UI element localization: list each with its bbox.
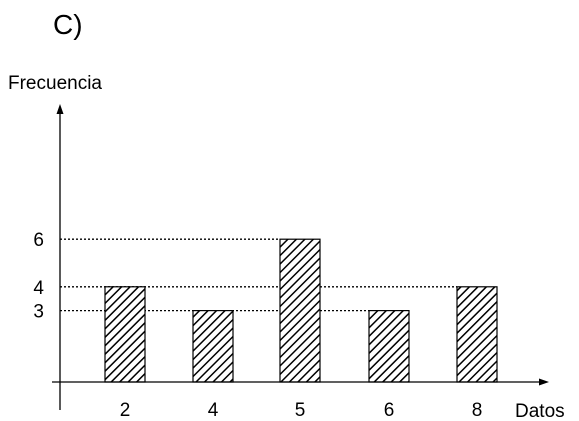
bar-5 (279, 238, 321, 383)
y-tick-labels: 3 4 6 (33, 230, 44, 322)
bar-4 (192, 310, 234, 383)
x-tick-labels: 2 4 5 6 8 (120, 400, 483, 421)
x-tick-label-6: 6 (384, 400, 395, 421)
x-tick-label-8: 8 (472, 400, 483, 421)
x-tick-label-4: 4 (208, 400, 219, 421)
bars (104, 238, 498, 383)
x-tick-label-5: 5 (295, 400, 306, 421)
x-tick-label-2: 2 (120, 400, 131, 421)
y-tick-label-4: 4 (33, 278, 44, 299)
bar-2 (104, 286, 146, 383)
y-axis-title: Frecuencia (8, 73, 102, 94)
x-axis-arrow (539, 378, 549, 386)
bar-6 (368, 310, 410, 383)
x-axis-title: Datos (515, 401, 565, 421)
y-tick-label-3: 3 (33, 302, 44, 323)
y-tick-label-6: 6 (33, 230, 44, 251)
panel-label: C) (53, 9, 83, 40)
y-axis-arrow (56, 104, 64, 114)
bar-8 (456, 286, 498, 383)
